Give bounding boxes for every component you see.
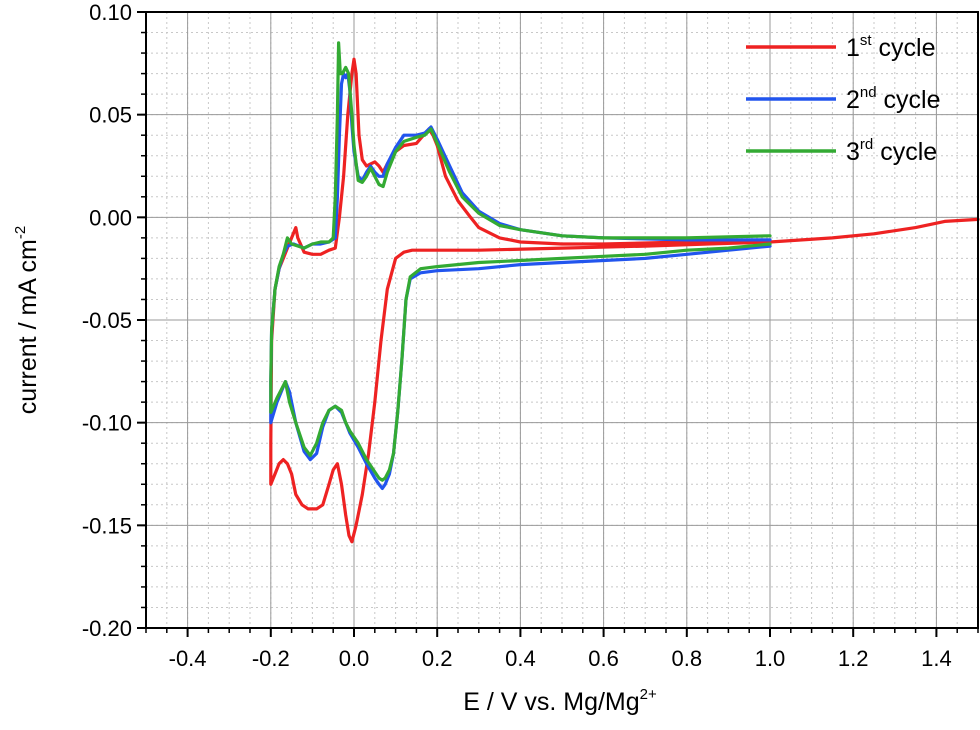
series-line-cycle-3	[269, 41, 772, 482]
x-tick-label: 0.0	[339, 646, 370, 671]
legend-label-cycle-1: 1st cycle	[846, 32, 935, 62]
x-tick-label: 0.4	[505, 646, 536, 671]
x-axis-title-sup: 2+	[640, 686, 657, 703]
x-tick-label: 0.6	[588, 646, 619, 671]
y-tick-label: -0.05	[82, 308, 132, 333]
x-tick-label: -0.2	[252, 646, 290, 671]
x-axis-title-text: E / V vs. Mg/Mg	[463, 688, 639, 716]
x-tick-label: 1.4	[921, 646, 952, 671]
y-tick-label: 0.10	[89, 0, 132, 25]
tick-labels: -0.4 -0.2 0.0 0.2 0.4 0.6 0.8 1.0 1.2 1.4 0.10 0.05…	[82, 0, 952, 671]
legend: 1st cycle 2nd cycle 3rd cycle	[746, 32, 941, 166]
x-tick-label: 1.0	[755, 646, 786, 671]
y-axis-title-sup: -2	[12, 226, 29, 239]
y-tick-label: -0.10	[82, 411, 132, 436]
axis-ticks	[137, 11, 979, 637]
x-axis-title: E / V vs. Mg/Mg2+	[463, 686, 657, 716]
x-tick-label: 0.8	[672, 646, 703, 671]
x-tick-label: 0.2	[422, 646, 453, 671]
y-tick-label: 0.00	[89, 205, 132, 230]
x-tick-label: 1.2	[838, 646, 869, 671]
y-axis-title-text: current / mA cm	[14, 239, 42, 414]
y-tick-label: -0.15	[82, 513, 132, 538]
x-tick-label: -0.4	[169, 646, 207, 671]
y-tick-label: -0.20	[82, 616, 132, 641]
y-axis-title: current / mA cm-2	[12, 226, 42, 414]
series-layer	[269, 41, 980, 544]
legend-label-cycle-3: 3rd cycle	[846, 136, 937, 166]
legend-label-cycle-2: 2nd cycle	[846, 84, 941, 114]
y-tick-label: 0.05	[89, 103, 132, 128]
